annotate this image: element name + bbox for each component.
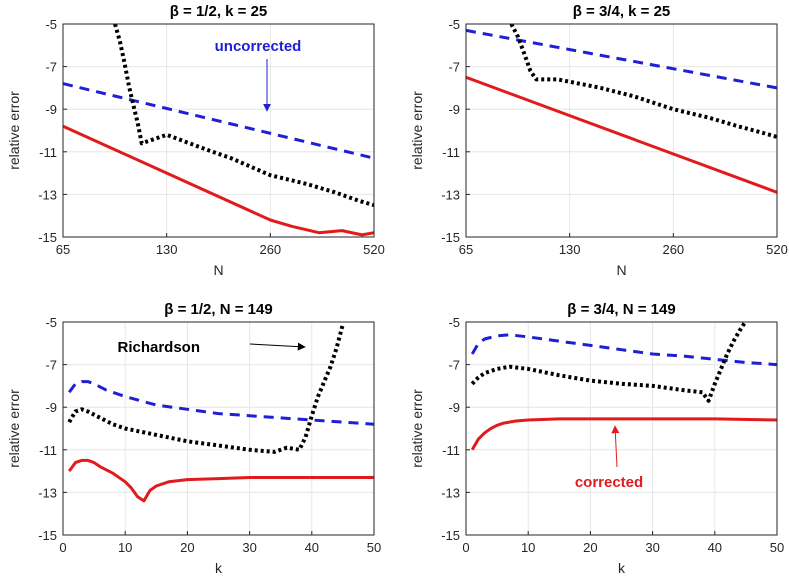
x-tick-label: 260 [259,242,281,257]
x-tick-label: 0 [59,540,66,555]
x-tick-label: 10 [118,540,132,555]
y-axis-label: relative error [6,389,22,468]
x-tick-label: 65 [459,242,473,257]
y-tick-label: -15 [38,230,57,245]
x-tick-label: 50 [770,540,784,555]
x-tick-label: 20 [583,540,597,555]
y-tick-label: -9 [448,400,460,415]
y-tick-label: -11 [39,443,57,458]
x-tick-label: 0 [462,540,469,555]
chart-title: β = 3/4, k = 25 [573,3,671,20]
y-tick-label: -5 [448,17,460,32]
chart-title: β = 1/2, N = 149 [164,301,272,318]
annotation-richardson-label: Richardson [117,339,200,356]
y-tick-label: -9 [45,102,57,117]
y-tick-label: -11 [39,145,57,160]
x-tick-label: 40 [305,540,319,555]
axes-frame [62,321,375,536]
series-corrected-line [67,458,374,503]
x-tick-label: 30 [645,540,659,555]
series-group [470,322,777,451]
y-tick-label: -13 [38,485,57,500]
series-corrected-line [63,124,374,237]
series-group [63,24,374,237]
y-tick-label: -11 [442,443,460,458]
y-axis-label: relative error [6,91,22,170]
y-tick-label: -5 [45,17,57,32]
plot-area [466,24,777,237]
x-tick-label: 130 [559,242,581,257]
x-tick-label: 130 [156,242,178,257]
plot-area [466,322,777,535]
y-tick-label: -5 [448,315,460,330]
y-axis-label: relative error [409,389,425,468]
series-uncorrected-line [466,28,777,90]
y-tick-label: -9 [448,102,460,117]
panel-4: 0 10 20 30 40 50 -15 -13 -11 -9 -7 -5 β = 3/4, N = 1… [409,301,784,576]
axes-frame [465,23,778,238]
y-tick-label: -15 [441,230,460,245]
x-tick-label: 520 [766,242,788,257]
series-uncorrected-line [470,333,777,367]
series-uncorrected-line [67,380,374,426]
y-tick-label: -9 [45,400,57,415]
x-axis-label: N [616,262,626,278]
y-tick-label: -7 [448,358,460,373]
x-axis-label: k [618,560,626,576]
y-tick-label: -7 [448,60,460,75]
series-uncorrected-line [63,82,374,160]
plot-area [63,322,374,535]
series-richardson-line [470,322,748,403]
x-tick-label: 65 [56,242,70,257]
annotation-richardson-arrow [249,342,306,351]
y-tick-label: -7 [45,60,57,75]
panel-2: 65 130 260 520 -15 -13 -11 -9 -7 -5 β = 3/4, k = 2… [409,3,788,278]
axes-frame [465,321,778,536]
y-tick-label: -11 [442,145,460,160]
chart-title: β = 3/4, N = 149 [567,301,675,318]
y-tick-label: -15 [38,528,57,543]
annotation-corrected-arrow [611,425,620,468]
y-tick-label: -7 [45,358,57,373]
annotation-uncorrected-label: uncorrected [215,38,302,55]
series-group [67,323,374,503]
series-richardson-line [67,323,345,454]
x-tick-label: 50 [367,540,381,555]
y-tick-label: -13 [38,187,57,202]
x-tick-label: 40 [708,540,722,555]
chart-title: β = 1/2, k = 25 [170,3,268,20]
series-corrected-line [466,75,777,194]
panel-3: 0 10 20 30 40 50 -15 -13 -11 -9 -7 -5 β = 1/2, N = 1… [6,301,381,576]
series-richardson-line [509,24,777,139]
x-axis-label: N [213,262,223,278]
y-axis-label: relative error [409,91,425,170]
y-tick-label: -13 [441,187,460,202]
axes-frame [62,23,375,238]
panel-1: 65 130 260 520 -15 -13 -11 -9 -7 -5 β = 1/2, k = 2… [6,3,385,278]
plot-area [63,24,374,237]
x-tick-label: 520 [363,242,385,257]
y-tick-label: -5 [45,315,57,330]
series-corrected-line [470,417,777,451]
y-tick-label: -13 [441,485,460,500]
annotation-corrected-label: corrected [575,474,643,491]
x-tick-label: 30 [242,540,256,555]
x-tick-label: 20 [180,540,194,555]
x-tick-label: 10 [521,540,535,555]
x-axis-label: k [215,560,223,576]
y-tick-label: -15 [441,528,460,543]
x-tick-label: 260 [662,242,684,257]
series-group [466,24,777,194]
